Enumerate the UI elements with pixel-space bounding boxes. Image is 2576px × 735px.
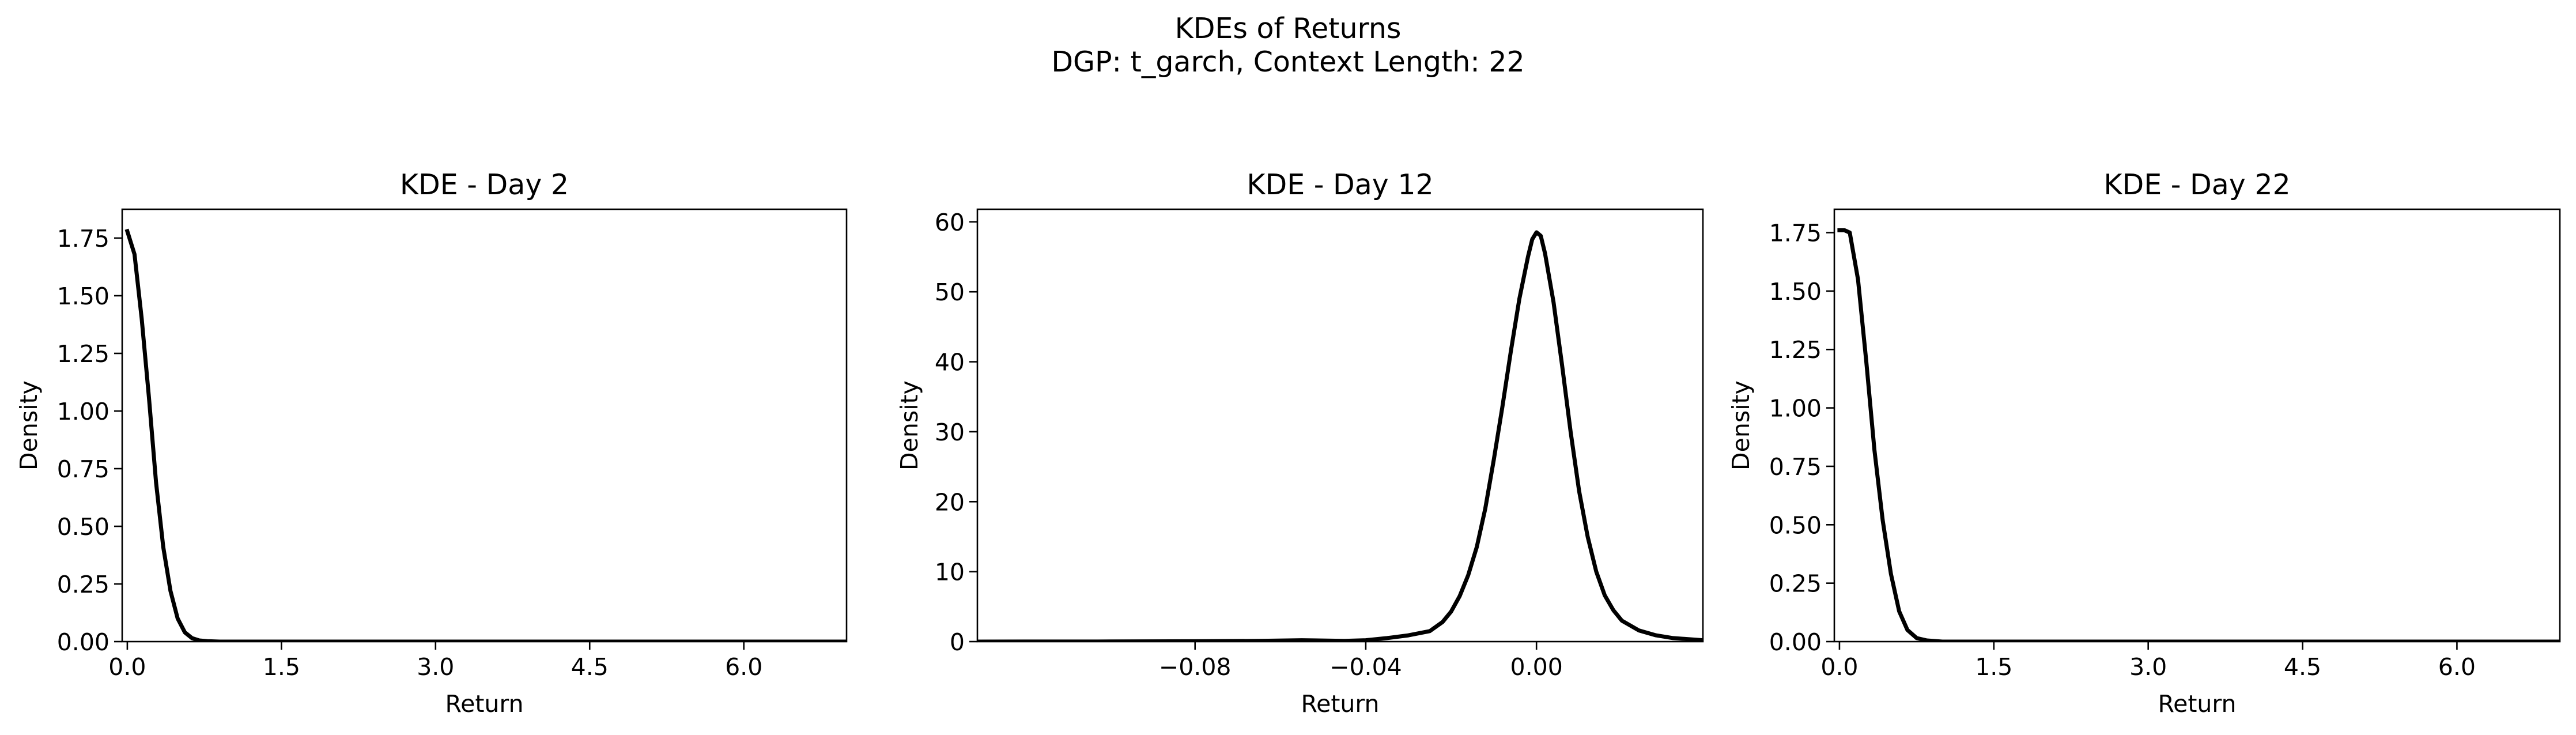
subplot-1-ytick-label: 1.25: [57, 340, 109, 368]
subplot-3-xlabel: Return: [2158, 690, 2236, 718]
subplot-2-xtick-label: 0.00: [1510, 653, 1563, 681]
subplot-3-xtick-label: 0.0: [1820, 653, 1858, 681]
subplot-2-ytick-label: 20: [935, 488, 965, 516]
subplot-2-xlabel: Return: [1301, 690, 1379, 718]
subplot-1-ytick-label: 0.00: [57, 628, 109, 656]
subplot-3: KDE - Day 22 0.0 1.5 3.0 4.5 6.0 0.00 0.25 0.50 0…: [1727, 168, 2561, 718]
subplot-2-ytick-label: 40: [935, 349, 965, 376]
subplot-2-ytick-label: 50: [935, 278, 965, 306]
subplot-2-frame: [976, 208, 1704, 643]
subplot-2-xtick-label: −0.08: [1159, 653, 1232, 681]
subplot-2-ytick-label: 0: [950, 628, 965, 656]
subplot-1-ylabel: Density: [15, 380, 43, 470]
subplot-3-ytick-label: 0.25: [1769, 570, 1822, 598]
subplot-2-kde-line: [977, 230, 1703, 642]
subplot-3-kde-line: [1837, 228, 2560, 642]
subplot-3-xtick-label: 6.0: [2438, 653, 2476, 681]
subplot-2-title: KDE - Day 12: [1247, 168, 1433, 201]
subplot-3-ytick-label: 0.50: [1769, 511, 1822, 539]
figure-title-line2: DGP: t_garch, Context Length: 22: [1051, 46, 1524, 78]
subplot-2: KDE - Day 12 −0.08 −0.04 0.00 0 10 20 30 40 50 60 R…: [896, 168, 1704, 718]
subplot-1-xtick-label: 4.5: [571, 653, 609, 681]
subplot-1-xtick-label: 6.0: [725, 653, 762, 681]
subplot-3-ytick-label: 1.50: [1769, 278, 1822, 306]
subplot-3-ytick-label: 1.75: [1769, 220, 1822, 247]
subplot-2-ytick-label: 30: [935, 419, 965, 446]
subplot-1-xtick-label: 3.0: [417, 653, 454, 681]
subplots: KDE - Day 20.0 1.5 3.0 4.5 6.00.000.250.500.…: [15, 168, 2561, 718]
subplot-3-ytick-label: 1.00: [1769, 395, 1822, 423]
subplot-1-ytick-label: 0.50: [57, 513, 109, 541]
subplot-3-ytick-label: 1.25: [1769, 336, 1822, 364]
subplot-1-ytick-label: 1.75: [57, 225, 109, 252]
subplot-1-ytick-label: 0.25: [57, 571, 109, 598]
subplot-1-ytick-label: 0.75: [57, 455, 109, 483]
subplot-2-ytick-label: 10: [935, 559, 965, 586]
subplot-1-ytick-label: 1.50: [57, 282, 109, 310]
subplot-1-xlabel: Return: [445, 690, 523, 718]
subplot-1-xtick-label: 1.5: [263, 653, 300, 681]
subplot-1-ytick-label: 1.00: [57, 398, 109, 425]
subplot-3-xtick-label: 4.5: [2284, 653, 2321, 681]
subplot-2-ytick-label: 60: [935, 209, 965, 236]
subplot-3-ytick-label: 0.00: [1769, 628, 1822, 656]
subplot-3-frame: [1833, 208, 2561, 643]
subplot-3-ylabel: Density: [1727, 380, 1755, 470]
subplot-3-xtick-label: 3.0: [2129, 653, 2167, 681]
subplot-1-title: KDE - Day 2: [400, 168, 569, 201]
subplot-2-ylabel: Density: [896, 380, 923, 470]
subplot-1-xtick-label: 0.0: [108, 653, 146, 681]
subplot-3-title: KDE - Day 22: [2103, 168, 2290, 201]
subplot-1: KDE - Day 2 0.0 1.5 3.0 4.5 6.0 0.00 0.25 0.50 0.…: [15, 168, 848, 718]
subplot-1-kde-line: [124, 228, 847, 642]
subplot-3-ytick-label: 0.75: [1769, 453, 1822, 481]
figure-title-line1: KDEs of Returns: [1175, 12, 1402, 45]
subplot-3-xtick-label: 1.5: [1975, 653, 2012, 681]
subplot-1-frame: [121, 208, 848, 643]
subplot-2-xtick-label: −0.04: [1329, 653, 1402, 681]
